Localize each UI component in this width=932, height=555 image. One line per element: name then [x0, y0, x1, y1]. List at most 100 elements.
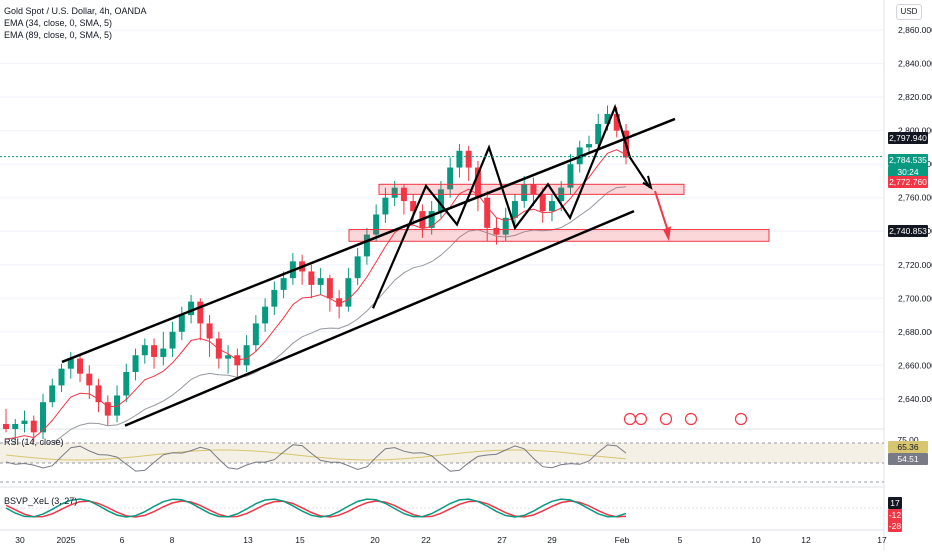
resistance-zone	[378, 183, 685, 195]
candle-body	[465, 150, 472, 168]
candle-body	[585, 144, 592, 148]
price-badge-current: 2,784.535	[888, 154, 928, 166]
candle-body	[225, 355, 232, 359]
x-tick-label: 12	[801, 535, 811, 545]
candle-body	[197, 301, 204, 324]
candle-body	[151, 345, 158, 357]
candle-body	[521, 184, 528, 202]
x-tick-label: 29	[547, 535, 557, 545]
countdown-badge: 30:24	[888, 166, 928, 178]
candle-body	[530, 184, 537, 195]
pattern-zigzag	[371, 103, 651, 309]
x-tick-label: 15	[295, 535, 305, 545]
candle-body	[132, 355, 139, 373]
y-tick-label: 2,640.000	[898, 394, 932, 404]
candle-body	[141, 345, 148, 356]
candle-body	[206, 323, 213, 339]
candle-body	[511, 201, 518, 218]
x-tick-label: 22	[421, 535, 431, 545]
event-flag-icon	[659, 412, 673, 426]
candle-body	[548, 201, 555, 212]
bsvp-value-1: 17	[888, 497, 902, 509]
ema89-legend[interactable]: EMA (89, close, 0, SMA, 5)	[4, 30, 113, 40]
candle-body	[456, 150, 463, 168]
x-tick-label: 8	[170, 535, 175, 545]
candle-body	[21, 420, 28, 424]
channel-lower-line	[124, 209, 635, 427]
x-tick-label: 5	[678, 535, 683, 545]
candle-body	[271, 289, 278, 307]
event-flag-icon	[684, 412, 698, 426]
projection-arrow	[654, 190, 669, 232]
x-tick-label: 27	[497, 535, 507, 545]
ema89-line	[5, 186, 627, 454]
channel-upper-line	[61, 117, 676, 364]
y-tick-label: 2,760.000	[898, 193, 932, 203]
y-tick-label: 2,680.000	[898, 327, 932, 337]
bsvp-value-3: -28	[888, 520, 902, 532]
candle-body	[567, 164, 574, 188]
candle-body	[391, 187, 398, 198]
candle-body	[3, 423, 9, 429]
rsi-band	[0, 443, 884, 463]
pattern-arrowhead	[642, 175, 653, 190]
bsvp-label[interactable]: BSVP_XeL (3, 27)	[4, 496, 78, 506]
candle-body	[382, 197, 389, 215]
candle-body	[345, 278, 352, 307]
candle-body	[437, 189, 444, 212]
event-flag-icon	[734, 412, 748, 426]
y-tick-label: 2,800.000	[898, 126, 932, 136]
currency-button[interactable]: USD	[896, 4, 922, 20]
candle-body	[363, 234, 370, 257]
event-flag-icon	[634, 412, 648, 426]
candle-body	[58, 368, 65, 386]
x-tick-label: 13	[243, 535, 253, 545]
candle-body	[326, 278, 333, 299]
candle-body	[484, 197, 491, 228]
x-tick-label: 6	[120, 535, 125, 545]
rsi-value-2: 54.51	[888, 453, 928, 465]
candle-body	[12, 423, 19, 429]
candle-body	[604, 113, 611, 124]
rsi-label[interactable]: RSI (14, close)	[4, 437, 64, 447]
rsi-value-1: 65.36	[888, 441, 928, 453]
bsvp-sell-line	[5, 500, 627, 518]
candle-body	[410, 201, 417, 212]
bsvp-buy-line	[5, 498, 627, 518]
x-tick-label: 17	[877, 535, 887, 545]
candle-body	[308, 271, 315, 285]
candle-body	[336, 298, 343, 307]
ema34-legend[interactable]: EMA (34, close, 0, SMA, 5)	[4, 18, 113, 28]
candle-body	[86, 373, 93, 386]
y-tick-label: 2,700.000	[898, 293, 932, 303]
bsvp-value-2: -12	[888, 509, 902, 521]
candle-body	[595, 123, 602, 145]
candle-body	[613, 113, 620, 131]
y-tick-label: 2,860.000	[898, 25, 932, 35]
candle-body	[252, 323, 259, 346]
candle-body	[95, 385, 102, 403]
price-badge-upper: 2,797.940	[888, 132, 928, 144]
x-tick-label: Feb	[615, 535, 630, 545]
candle-body	[474, 167, 481, 198]
x-tick-label: 30	[15, 535, 25, 545]
price-badge-lower: 2,740.853	[888, 225, 928, 237]
symbol-title[interactable]: Gold Spot / U.S. Dollar, 4h, OANDA	[4, 6, 147, 16]
candle-body	[502, 217, 509, 235]
y-tick-label: 2,720.000	[898, 260, 932, 270]
candle-body	[373, 214, 380, 235]
candle-body	[262, 306, 269, 324]
candle-body	[30, 420, 37, 433]
candle-body	[215, 338, 222, 359]
candle-body	[317, 278, 324, 285]
candle-body	[160, 348, 167, 357]
candle-body	[169, 331, 176, 349]
candle-body	[104, 402, 111, 416]
y-tick-label: 2,840.000	[898, 59, 932, 69]
y-tick-label: 2,660.000	[898, 360, 932, 370]
candle-body	[428, 211, 435, 228]
candle-body	[354, 256, 361, 279]
